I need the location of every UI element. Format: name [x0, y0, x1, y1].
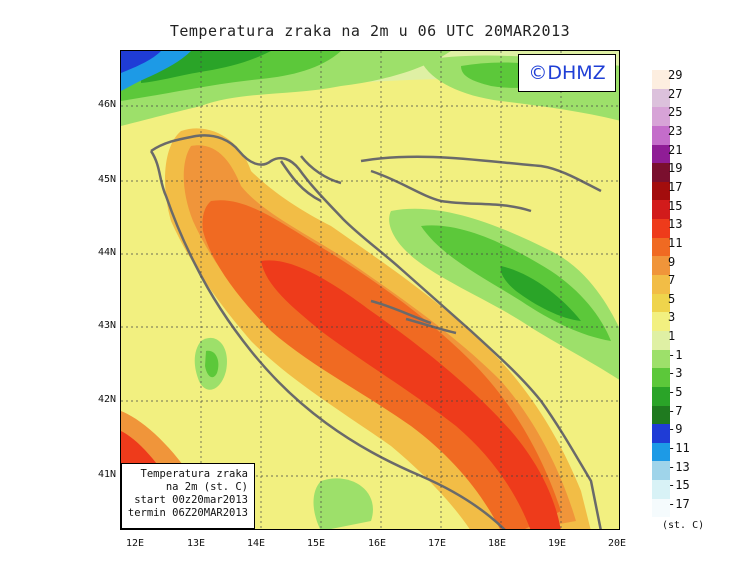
legend-label: 7	[668, 273, 676, 288]
legend-swatch	[652, 368, 670, 387]
lon-label: 12E	[126, 538, 145, 549]
legend-swatch	[652, 461, 670, 481]
lat-label: 45N	[97, 174, 116, 185]
legend-label: 3	[668, 310, 676, 325]
lon-label: 13E	[187, 538, 206, 549]
legend-swatch	[652, 498, 670, 518]
legend-swatch	[652, 256, 670, 276]
legend-swatch	[652, 442, 670, 462]
legend-label: 29	[668, 68, 683, 82]
legend-label: 9	[668, 254, 676, 269]
legend-swatch	[652, 107, 670, 126]
legend-label: 15	[668, 198, 683, 213]
color-legend	[652, 70, 670, 518]
legend-swatch	[652, 386, 670, 406]
legend-swatch	[652, 275, 670, 294]
legend-label: -3	[668, 366, 683, 381]
info-line-2: na 2m (st. C)	[165, 481, 248, 493]
legend-swatch	[652, 312, 670, 331]
lon-label: 16E	[368, 538, 387, 549]
legend-label: -13	[668, 459, 690, 474]
legend-swatch	[652, 480, 670, 499]
legend-label: -1	[668, 347, 683, 362]
legend-label: -15	[668, 478, 690, 493]
lon-label: 14E	[247, 538, 266, 549]
map-title: Temperatura zraka na 2m u 06 UTC 20MAR20…	[169, 22, 571, 40]
legend-label: 25	[668, 105, 683, 120]
lon-label: 20E	[608, 538, 627, 549]
legend-swatch	[652, 88, 670, 108]
legend-swatch	[652, 163, 670, 182]
legend-swatch	[652, 181, 670, 201]
lon-label: 15E	[307, 538, 326, 549]
legend-unit: (st. C)	[662, 520, 705, 531]
legend-label: -17	[668, 496, 690, 511]
legend-label: 27	[668, 86, 683, 101]
legend-label: 17	[668, 179, 683, 194]
lon-label: 19E	[548, 538, 567, 549]
lat-lon-grid	[121, 51, 619, 529]
legend-label: -5	[668, 385, 683, 400]
info-line-1: Temperatura zraka	[140, 468, 248, 480]
legend-swatch	[652, 293, 670, 313]
legend-label: 23	[668, 123, 683, 138]
lat-label: 42N	[97, 394, 116, 405]
info-line-3: start 00z20mar2013	[134, 494, 248, 506]
legend-swatch	[652, 200, 670, 220]
legend-swatch	[652, 424, 670, 443]
legend-label: 21	[668, 142, 683, 157]
lat-label: 43N	[97, 320, 116, 331]
info-box: Temperatura zraka na 2m (st. C) start 00…	[121, 463, 255, 529]
legend-swatch	[652, 125, 670, 145]
info-line-4: termin 06Z20MAR2013	[127, 507, 248, 519]
lat-label: 46N	[97, 99, 116, 110]
lon-label: 17E	[428, 538, 447, 549]
legend-label: 1	[668, 329, 676, 344]
lon-label: 18E	[488, 538, 507, 549]
legend-swatch	[652, 405, 670, 425]
legend-swatch	[652, 144, 670, 164]
legend-swatch	[652, 70, 670, 89]
legend-label: -9	[668, 422, 683, 437]
legend-label: -7	[668, 403, 683, 418]
lat-label: 41N	[97, 469, 116, 480]
legend-swatch	[652, 237, 670, 257]
legend-label: 5	[668, 291, 676, 306]
temperature-map	[120, 50, 620, 530]
legend-label: 19	[668, 161, 683, 176]
legend-label: -11	[668, 441, 690, 455]
legend-swatch	[652, 349, 670, 369]
legend-label: 13	[668, 217, 683, 232]
temperature-field	[121, 51, 619, 529]
legend-swatch	[652, 330, 670, 350]
lat-label: 44N	[97, 247, 116, 258]
legend-label: 11	[668, 235, 683, 250]
legend-swatch	[652, 219, 670, 238]
dhmz-logo: ©DHMZ	[518, 54, 616, 92]
